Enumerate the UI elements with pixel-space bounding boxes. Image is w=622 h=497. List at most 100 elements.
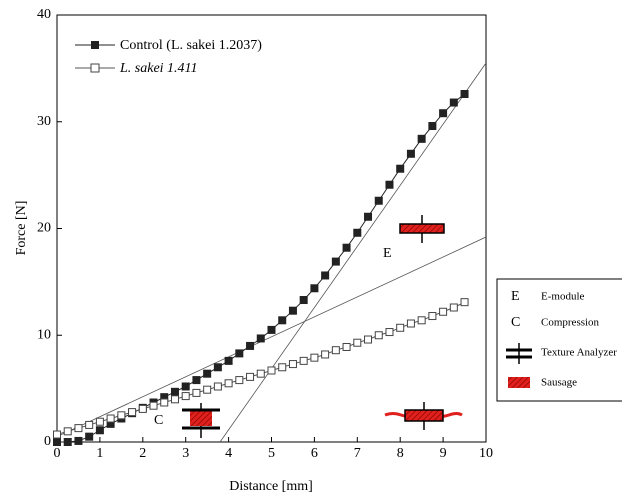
data-point	[460, 89, 469, 98]
x-tick-label: 6	[311, 446, 318, 461]
icon-c	[182, 403, 220, 438]
reference-line	[219, 62, 486, 442]
legend-marker	[91, 41, 99, 49]
data-point	[74, 436, 83, 445]
data-point	[160, 398, 169, 407]
key-box: E E-module C Compression Texture Analyze…	[496, 278, 622, 402]
data-point	[288, 360, 297, 369]
data-point	[385, 180, 394, 189]
data-point	[460, 298, 469, 307]
key-symbol: C	[511, 315, 520, 330]
data-point	[213, 363, 222, 372]
data-point	[439, 307, 448, 316]
data-point	[95, 426, 104, 435]
x-tick-label: 7	[354, 446, 361, 461]
data-point	[449, 98, 458, 107]
data-point	[321, 271, 330, 280]
data-point	[406, 319, 415, 328]
icon-e	[399, 215, 445, 243]
x-tick-label: 5	[268, 446, 275, 461]
key-label: Texture Analyzer	[541, 347, 617, 359]
data-point	[203, 369, 212, 378]
data-point	[246, 341, 255, 350]
data-point	[364, 212, 373, 221]
legend-label: L. sakei 1.411	[119, 61, 198, 76]
key-symbol: E	[511, 289, 520, 304]
x-tick-label: 4	[225, 446, 232, 461]
key-label: E-module	[541, 291, 584, 303]
data-point	[63, 438, 72, 446]
legend: Control (L. sakei 1.2037) L. sakei 1.411	[75, 38, 262, 76]
data-point	[85, 420, 94, 429]
y-tick-label: 10	[37, 327, 51, 342]
data-point	[342, 243, 351, 252]
data-point	[95, 417, 104, 426]
data-point	[235, 376, 244, 385]
data-point	[63, 427, 72, 436]
data-point	[138, 404, 147, 413]
x-tick-label: 2	[139, 446, 146, 461]
data-point	[353, 228, 362, 237]
data-point	[417, 134, 426, 143]
annotation-e: E	[383, 246, 392, 261]
data-point	[331, 346, 340, 355]
data-point	[278, 363, 287, 372]
data-point	[74, 424, 83, 433]
data-point	[299, 356, 308, 365]
annotation-c: C	[154, 413, 163, 428]
key-label: Compression	[541, 317, 600, 329]
data-point	[396, 164, 405, 173]
data-point	[267, 325, 276, 334]
x-tick-label: 8	[397, 446, 404, 461]
y-tick-label: 20	[37, 221, 51, 236]
data-point	[224, 379, 233, 388]
legend-marker	[90, 63, 100, 73]
data-point	[278, 316, 287, 325]
data-point	[310, 284, 319, 293]
y-tick-label: 30	[37, 114, 51, 129]
data-point	[310, 353, 319, 362]
data-point	[364, 335, 373, 344]
data-point	[224, 356, 233, 365]
data-point	[374, 196, 383, 205]
x-tick-label: 1	[96, 446, 103, 461]
data-point	[288, 306, 297, 315]
key-label: Sausage	[541, 377, 577, 389]
reference-line	[57, 236, 486, 438]
data-point	[256, 334, 265, 343]
y-axis-label: Force [N]	[14, 201, 29, 256]
data-point	[128, 408, 137, 417]
x-axis-label: Distance [mm]	[229, 479, 313, 494]
x-tick-label: 9	[440, 446, 447, 461]
data-point	[192, 376, 201, 385]
y-tick-label: 0	[44, 434, 51, 449]
data-point	[192, 388, 201, 397]
x-tick-label: 10	[479, 446, 493, 461]
series-line	[57, 93, 465, 443]
data-point	[170, 395, 179, 404]
data-point	[299, 296, 308, 305]
data-point	[331, 257, 340, 266]
data-point	[321, 350, 330, 359]
data-point	[353, 338, 362, 347]
data-point	[396, 323, 405, 332]
data-point	[181, 392, 190, 401]
data-point	[85, 432, 94, 441]
plot-area	[57, 62, 486, 442]
data-point	[342, 342, 351, 351]
data-point	[117, 411, 126, 420]
legend-label: Control (L. sakei 1.2037)	[120, 38, 262, 53]
data-point	[267, 366, 276, 375]
data-point	[449, 303, 458, 312]
data-point	[439, 109, 448, 118]
data-point	[406, 149, 415, 158]
data-point	[246, 372, 255, 381]
data-point	[385, 328, 394, 337]
data-point	[374, 331, 383, 340]
x-tick-label: 0	[54, 446, 61, 461]
data-point	[203, 385, 212, 394]
x-tick-label: 3	[182, 446, 189, 461]
y-tick-label: 40	[37, 7, 51, 22]
